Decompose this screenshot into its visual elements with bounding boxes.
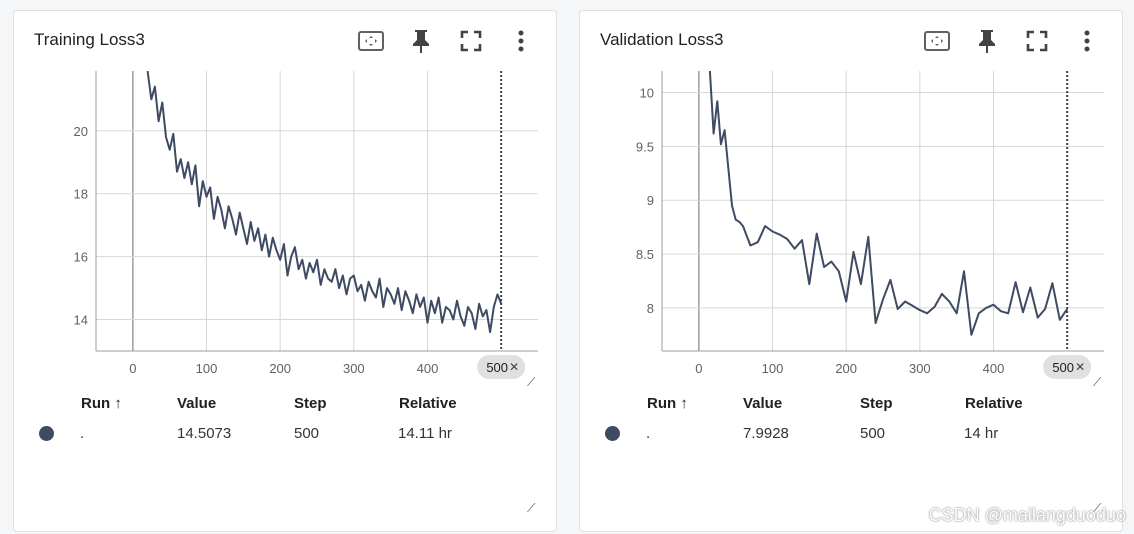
fullscreen-button[interactable] [446,25,496,57]
x-tick-label: 100 [762,361,784,376]
x-tick-label: 400 [983,361,1005,376]
y-tick-label: 16 [74,250,88,265]
pin-button[interactable] [396,25,446,57]
step-chip[interactable]: 500 ✕ [1043,355,1092,379]
chart-resize-handle[interactable]: ⟋ [1093,375,1102,389]
run-step: 500 [294,425,320,442]
run-value: 7.9928 [743,425,789,442]
step-chip-bg [477,355,526,379]
pin-button[interactable] [962,25,1012,57]
step-chip-close-icon[interactable]: ✕ [509,360,519,374]
x-tick-label: 100 [196,361,218,376]
x-tick-label: 400 [417,361,439,376]
step-chip-bg [1043,355,1092,379]
card-title: Training Loss3 [34,30,145,49]
y-tick-label: 8.5 [636,247,654,262]
card-resize-handle[interactable]: ⟋ [1093,501,1102,515]
step-chip[interactable]: 500 ✕ [477,355,526,379]
y-tick-label: 14 [74,313,88,328]
fullscreen-button[interactable] [1012,25,1062,57]
more-vert-icon [1084,30,1090,52]
training-loss-card: Training Loss3 0 100 200 300 400 14 16 18 20 500 ✕… [13,10,557,532]
chart-resize-handle[interactable]: ⟋ [527,375,536,389]
step-column-header: Step [860,395,893,412]
card-resize-handle[interactable]: ⟋ [527,501,536,515]
step-chip-close-icon[interactable]: ✕ [1075,360,1085,374]
relative-column-header: Relative [399,395,457,412]
fullscreen-icon [460,30,482,52]
step-column-header: Step [294,395,327,412]
fit-domain-button[interactable] [912,25,962,57]
run-name: . [646,425,651,442]
y-tick-label: 9 [647,193,654,208]
run-step: 500 [860,425,886,442]
run-value: 14.5073 [177,425,232,442]
y-tick-label: 18 [74,187,88,202]
x-tick-label: 200 [269,361,291,376]
run-name: . [80,425,85,442]
pin-icon [979,30,995,53]
run-relative: 14 hr [964,425,999,442]
series-line [146,71,503,334]
value-column-header: Value [743,395,783,412]
pin-icon [413,30,429,53]
x-tick-label: 0 [695,361,702,376]
series-line [708,71,1069,336]
x-tick-label: 300 [343,361,365,376]
x-tick-label: 200 [835,361,857,376]
relative-column-header: Relative [965,395,1023,412]
series-group [146,71,503,334]
run-relative: 14.11 hr [398,425,452,442]
more-vert-icon [518,30,524,52]
run-color-dot [605,426,620,441]
card-toolbar [912,25,1112,57]
card-title: Validation Loss3 [600,30,724,49]
fit-domain-icon [924,31,950,51]
series-group [708,71,1069,336]
y-tick-label: 20 [74,124,88,139]
validation-loss-card: Validation Loss3 0 100 200 300 400 8 8.5 9 9.5 10… [579,10,1123,532]
more-options-button[interactable] [1062,25,1112,57]
validation-loss-chart[interactable]: 0 100 200 300 400 8 8.5 9 9.5 10 500 ✕ [580,11,1124,391]
run-column-header[interactable]: Run ↑ [81,395,122,412]
more-options-button[interactable] [496,25,546,57]
y-tick-label: 8 [647,301,654,316]
x-tick-label: 300 [909,361,931,376]
card-toolbar [346,25,546,57]
fit-domain-icon [358,31,384,51]
watermark: CSDN @mailangduoduo [928,505,1126,525]
x-tick-label: 0 [129,361,136,376]
value-column-header: Value [177,395,217,412]
y-tick-label: 10 [640,86,654,101]
step-chip-label: 500 [1052,360,1074,375]
training-loss-chart[interactable]: 0 100 200 300 400 14 16 18 20 500 ✕ [14,11,558,391]
fit-domain-button[interactable] [346,25,396,57]
y-tick-label: 9.5 [636,139,654,154]
run-color-dot [39,426,54,441]
step-chip-label: 500 [486,360,508,375]
fullscreen-icon [1026,30,1048,52]
run-column-header[interactable]: Run ↑ [647,395,688,412]
